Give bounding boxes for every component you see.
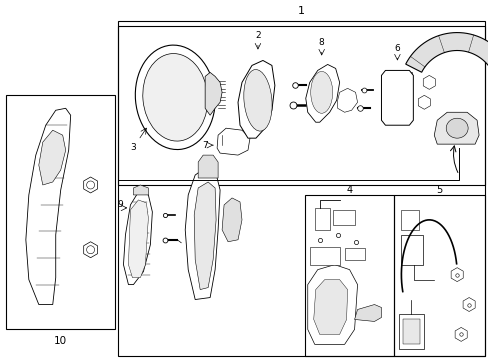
- Polygon shape: [194, 182, 216, 289]
- Polygon shape: [354, 305, 381, 321]
- Ellipse shape: [244, 69, 271, 131]
- Circle shape: [86, 246, 94, 254]
- Polygon shape: [462, 298, 474, 311]
- Polygon shape: [454, 328, 466, 341]
- Text: 1: 1: [298, 6, 305, 15]
- Bar: [314, 208, 329, 230]
- Polygon shape: [198, 155, 218, 178]
- Polygon shape: [133, 185, 148, 195]
- Bar: [386, 72, 411, 120]
- Polygon shape: [417, 95, 429, 109]
- Polygon shape: [433, 112, 478, 144]
- Text: 6: 6: [394, 44, 400, 53]
- Bar: [388, 75, 408, 117]
- Bar: [401, 210, 419, 230]
- Text: 3: 3: [130, 143, 136, 152]
- Bar: [332, 210, 354, 225]
- Polygon shape: [238, 60, 274, 138]
- Polygon shape: [123, 192, 152, 285]
- Bar: [399, 315, 424, 349]
- Polygon shape: [381, 71, 412, 125]
- Polygon shape: [26, 108, 71, 305]
- Text: 5: 5: [435, 185, 442, 195]
- Polygon shape: [307, 265, 357, 345]
- Text: 2: 2: [255, 31, 260, 40]
- Polygon shape: [222, 198, 242, 242]
- Bar: [344, 248, 364, 260]
- Ellipse shape: [310, 71, 332, 113]
- Ellipse shape: [135, 45, 215, 149]
- Polygon shape: [450, 268, 462, 282]
- Polygon shape: [128, 200, 148, 278]
- Bar: [6, 95, 115, 329]
- Ellipse shape: [142, 54, 207, 141]
- Bar: [118, 26, 484, 185]
- Polygon shape: [217, 128, 249, 155]
- Ellipse shape: [446, 118, 467, 138]
- Polygon shape: [185, 168, 220, 300]
- Polygon shape: [83, 177, 97, 193]
- Text: 4: 4: [346, 185, 352, 195]
- Bar: [226, 138, 238, 148]
- Polygon shape: [405, 32, 488, 107]
- Polygon shape: [83, 242, 97, 258]
- Polygon shape: [305, 64, 339, 122]
- Polygon shape: [313, 280, 347, 334]
- Text: 10: 10: [54, 336, 67, 346]
- Polygon shape: [39, 130, 65, 185]
- Bar: [394, 195, 484, 356]
- Polygon shape: [423, 75, 434, 89]
- Bar: [401, 235, 423, 265]
- Bar: [309, 247, 339, 265]
- Bar: [403, 319, 420, 345]
- Polygon shape: [205, 72, 222, 115]
- Bar: [304, 195, 394, 356]
- Circle shape: [86, 181, 94, 189]
- Polygon shape: [337, 88, 357, 112]
- Text: 9: 9: [118, 201, 123, 210]
- Text: 7: 7: [202, 141, 207, 150]
- Bar: [118, 21, 484, 356]
- Text: 8: 8: [318, 38, 324, 47]
